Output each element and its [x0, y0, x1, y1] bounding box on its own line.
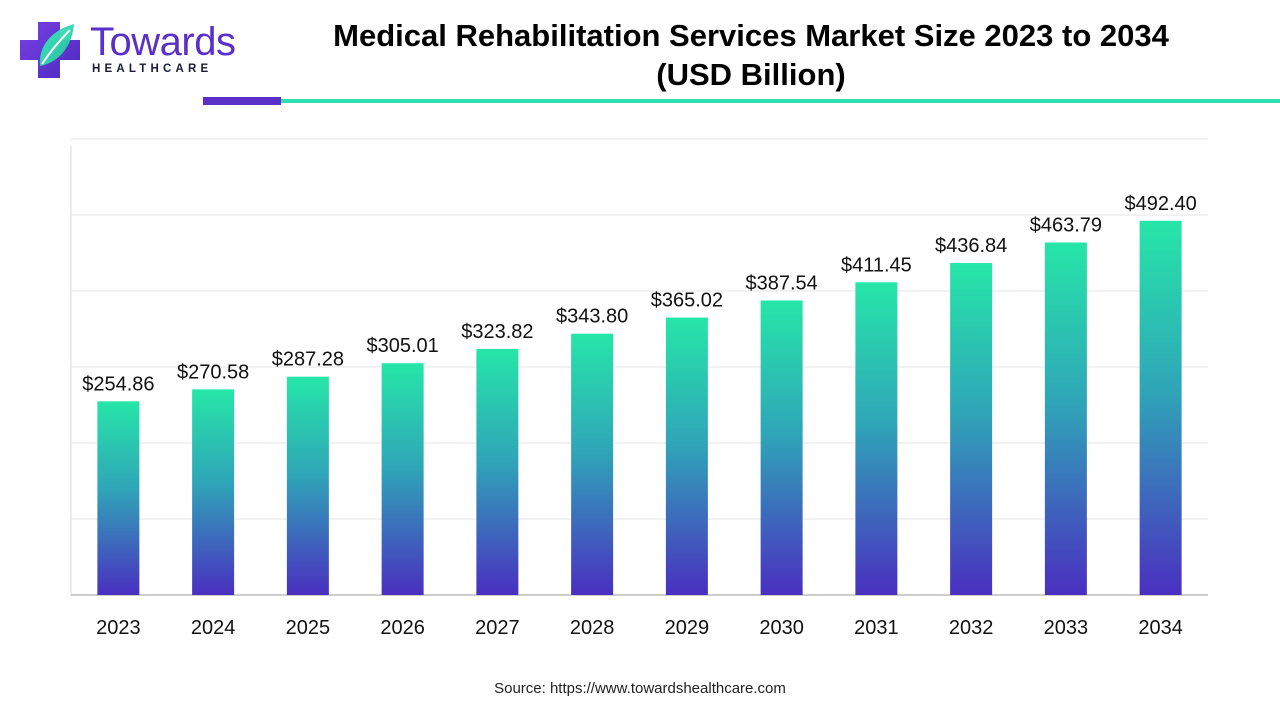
- bar-2030: [760, 300, 803, 595]
- bar-2033: [1044, 242, 1087, 595]
- value-label-2028: $343.80: [556, 306, 628, 328]
- brand-logo: Towards HEALTHCARE: [20, 18, 240, 82]
- x-tick-2029: 2029: [665, 617, 710, 639]
- chart-title-line-2: (USD Billion): [656, 57, 846, 92]
- chart-gridlines: [71, 138, 1208, 520]
- bar-2026: [381, 363, 424, 595]
- bar-2024: [192, 389, 235, 595]
- x-tick-2032: 2032: [949, 617, 994, 639]
- bar-2025: [286, 376, 329, 595]
- x-tick-2027: 2027: [475, 617, 520, 639]
- brand-name: Towards: [90, 20, 236, 64]
- brand-tagline: HEALTHCARE: [92, 63, 213, 75]
- header-accent-bar-teal: [281, 99, 1280, 103]
- x-tick-2028: 2028: [570, 617, 615, 639]
- bar-2031: [855, 282, 898, 595]
- bar-2028: [571, 333, 614, 595]
- value-label-2024: $270.58: [177, 361, 249, 383]
- chart-value-labels: $254.86 $270.58 $287.28 $305.01 $323.82 $343.…: [82, 193, 1197, 396]
- value-label-2023: $254.86: [82, 373, 154, 395]
- chart-bars: [97, 220, 1182, 595]
- x-tick-2031: 2031: [854, 617, 899, 639]
- chart-x-tick-labels: 2023 2024 2025 2026 2027 2028 2029 2030 2031 2032…: [96, 617, 1183, 639]
- bar-2023: [97, 401, 140, 595]
- x-tick-2024: 2024: [191, 617, 236, 639]
- source-note: Source: https://www.towardshealthcare.co…: [494, 680, 786, 697]
- x-tick-2026: 2026: [380, 617, 425, 639]
- chart-title: Medical Rehabilitation Services Market S…: [262, 16, 1240, 94]
- value-label-2025: $287.28: [272, 349, 344, 371]
- value-label-2034: $492.40: [1124, 193, 1196, 215]
- x-tick-2034: 2034: [1138, 617, 1183, 639]
- bar-2034: [1139, 220, 1182, 595]
- bar-2027: [476, 348, 519, 595]
- value-label-2032: $436.84: [935, 235, 1007, 257]
- x-tick-2033: 2033: [1044, 617, 1089, 639]
- x-tick-2023: 2023: [96, 617, 141, 639]
- x-tick-2025: 2025: [286, 617, 331, 639]
- chart-title-line-1: Medical Rehabilitation Services Market S…: [333, 18, 1169, 53]
- x-tick-2030: 2030: [759, 617, 804, 639]
- medical-cross-leaf-icon: [20, 22, 80, 78]
- value-label-2027: $323.82: [461, 321, 533, 343]
- value-label-2031: $411.45: [841, 254, 912, 276]
- bar-2029: [665, 317, 708, 595]
- value-label-2033: $463.79: [1030, 215, 1102, 237]
- value-label-2029: $365.02: [651, 290, 723, 312]
- value-label-2030: $387.54: [745, 272, 817, 294]
- chart-axes: [70, 146, 1208, 596]
- value-label-2026: $305.01: [366, 335, 438, 357]
- header-accent-bar-purple: [203, 97, 281, 105]
- bar-2032: [950, 263, 993, 595]
